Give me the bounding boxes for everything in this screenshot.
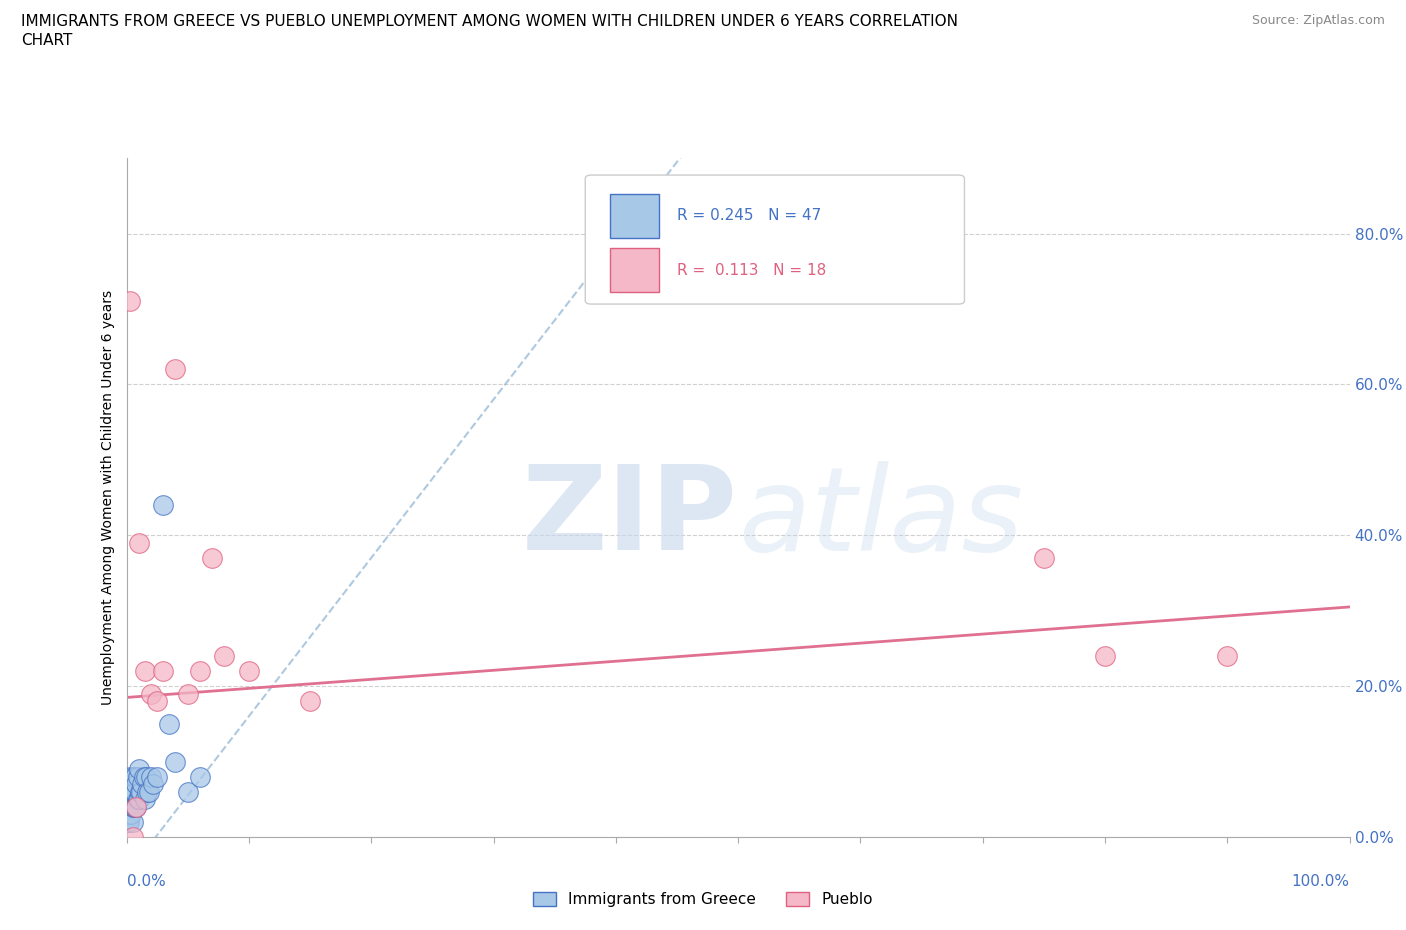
Point (120, 807, 142, 822)
Point (1094, 648, 1116, 663)
Point (120, 777, 142, 791)
Point (146, 769, 169, 784)
Point (165, 362, 187, 377)
Legend: Immigrants from Greece, Pueblo: Immigrants from Greece, Pueblo (527, 885, 879, 913)
Text: 100.0%: 100.0% (1292, 874, 1350, 889)
Point (121, 769, 143, 784)
Point (120, 784, 142, 799)
Point (120, 791, 142, 806)
Point (165, 754, 187, 769)
Point (120, 294, 142, 309)
FancyBboxPatch shape (585, 175, 965, 304)
Point (131, 777, 153, 791)
Point (118, 791, 141, 806)
Point (122, 800, 145, 815)
Point (129, 784, 152, 799)
Point (188, 769, 211, 784)
Point (132, 769, 155, 784)
Point (299, 694, 322, 709)
Point (214, 648, 236, 663)
Point (157, 716, 180, 731)
Point (120, 769, 142, 784)
Point (120, 791, 142, 806)
Point (117, 800, 139, 815)
Text: IMMIGRANTS FROM GREECE VS PUEBLO UNEMPLOYMENT AMONG WOMEN WITH CHILDREN UNDER 6 : IMMIGRANTS FROM GREECE VS PUEBLO UNEMPLO… (21, 14, 957, 29)
Point (146, 694, 169, 709)
Point (135, 769, 157, 784)
Text: 0.0%: 0.0% (127, 874, 166, 889)
Point (120, 807, 142, 822)
Point (121, 784, 143, 799)
Text: CHART: CHART (21, 33, 73, 47)
Point (127, 791, 149, 806)
Point (129, 784, 152, 799)
Text: ZIP: ZIP (522, 460, 738, 576)
Point (122, 784, 145, 799)
Point (125, 777, 148, 791)
Point (201, 551, 224, 565)
Point (127, 769, 149, 784)
Point (124, 769, 146, 784)
Y-axis label: Unemployment Among Women with Children Under 6 years: Unemployment Among Women with Children U… (101, 290, 115, 705)
Point (1216, 648, 1239, 663)
Point (128, 762, 150, 777)
Point (139, 769, 162, 784)
Point (134, 791, 156, 806)
Point (118, 777, 141, 791)
Point (121, 830, 143, 844)
Bar (610, 248, 658, 292)
Point (125, 800, 148, 815)
Point (117, 784, 139, 799)
Point (134, 664, 156, 679)
Point (118, 800, 141, 815)
Point (152, 664, 174, 679)
Point (125, 800, 148, 815)
Point (136, 784, 159, 799)
Point (138, 784, 160, 799)
Text: Source: ZipAtlas.com: Source: ZipAtlas.com (1251, 14, 1385, 27)
Point (117, 791, 139, 806)
Point (188, 664, 211, 679)
Point (121, 800, 143, 815)
Point (238, 664, 260, 679)
Point (124, 784, 146, 799)
Text: R =  0.113   N = 18: R = 0.113 N = 18 (678, 262, 827, 278)
Point (124, 800, 146, 815)
Point (128, 536, 150, 551)
Text: R = 0.245   N = 47: R = 0.245 N = 47 (678, 208, 821, 223)
Point (117, 807, 139, 822)
Point (139, 686, 162, 701)
Point (1032, 551, 1054, 565)
Point (128, 791, 150, 806)
Point (152, 498, 174, 512)
Point (177, 686, 200, 701)
Point (117, 815, 139, 830)
Point (118, 815, 141, 830)
Point (121, 815, 143, 830)
Point (142, 777, 165, 791)
Bar (610, 193, 658, 238)
Text: atlas: atlas (738, 461, 1024, 575)
Point (177, 784, 200, 799)
